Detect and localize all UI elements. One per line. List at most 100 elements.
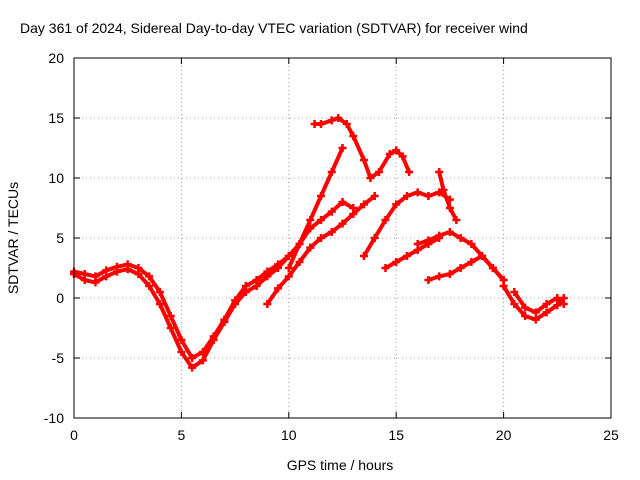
data-point [102, 266, 111, 275]
data-point [510, 300, 519, 308]
data-point [317, 216, 326, 224]
data-point [553, 294, 562, 302]
data-point [456, 264, 465, 272]
data-point [381, 216, 390, 224]
data-point [338, 144, 347, 152]
data-point [231, 296, 240, 305]
data-point [284, 264, 293, 272]
data-point [166, 312, 175, 320]
data-point [385, 150, 394, 158]
series-line-6 [362, 190, 452, 258]
data-point [188, 363, 197, 372]
data-point [220, 315, 229, 324]
data-point [531, 308, 540, 317]
data-point [209, 332, 218, 341]
data-point [327, 228, 336, 236]
data-point [370, 234, 379, 242]
data-point [284, 272, 293, 281]
data-point [166, 324, 175, 332]
data-point [177, 348, 186, 356]
data-point [452, 216, 461, 224]
data-point [424, 192, 433, 200]
data-point [334, 114, 343, 122]
data-point [435, 168, 444, 176]
data-point [456, 234, 465, 242]
data-point [91, 272, 100, 281]
data-point [435, 231, 444, 240]
series-line-3 [265, 194, 377, 306]
data-point [198, 356, 207, 365]
x-tick-label: 5 [178, 427, 186, 443]
data-point [317, 192, 326, 200]
data-point [284, 252, 293, 260]
y-tick-label: 0 [56, 290, 64, 306]
data-point [542, 300, 551, 308]
data-point [392, 200, 401, 209]
data-point [402, 192, 411, 200]
data-point [559, 300, 568, 308]
data-point [359, 200, 368, 209]
data-point [366, 174, 375, 182]
data-point [274, 260, 283, 269]
data-point [359, 252, 368, 260]
data-point [413, 240, 422, 248]
data-point [445, 228, 454, 236]
data-point [435, 188, 444, 197]
data-point [145, 272, 154, 281]
data-point [521, 312, 530, 320]
x-tick-label: 25 [603, 427, 619, 443]
data-point [317, 120, 326, 128]
series-line-4 [286, 146, 345, 270]
data-point [338, 219, 347, 228]
data-point [392, 146, 401, 155]
y-tick-label: 5 [56, 230, 64, 246]
data-point [327, 168, 336, 176]
data-point [499, 282, 508, 290]
data-point [467, 258, 476, 266]
data-point [398, 152, 407, 161]
data-point [317, 234, 326, 242]
data-point [478, 252, 487, 260]
y-tick-label: -10 [44, 410, 64, 426]
data-point [134, 264, 143, 272]
data-point [381, 264, 390, 272]
data-point [359, 156, 368, 164]
data-point [155, 300, 164, 308]
x-tick-label: 10 [281, 427, 297, 443]
data-point [349, 132, 358, 140]
data-point [145, 282, 154, 290]
data-point [263, 300, 272, 308]
data-point [306, 216, 315, 224]
data-point [123, 260, 132, 269]
data-point [188, 354, 197, 362]
data-point [424, 276, 433, 284]
y-tick-label: 15 [48, 110, 64, 126]
data-point [439, 186, 448, 194]
data-point [405, 168, 414, 176]
data-point [370, 192, 379, 200]
data-point [445, 204, 454, 212]
data-point [263, 267, 272, 276]
data-point [521, 303, 530, 312]
data-point [413, 188, 422, 197]
data-point [424, 236, 433, 245]
data-series-group [70, 114, 568, 372]
data-point [392, 258, 401, 266]
data-point [327, 207, 336, 216]
data-point [435, 272, 444, 281]
y-tick-label: 20 [48, 50, 64, 66]
data-point [327, 116, 336, 125]
data-point [241, 282, 250, 290]
data-point [349, 210, 358, 218]
data-point [542, 308, 551, 317]
data-point [488, 264, 497, 272]
x-tick-label: 15 [388, 427, 404, 443]
data-point [177, 336, 186, 344]
data-point [342, 120, 351, 128]
data-point [306, 243, 315, 252]
data-point [467, 240, 476, 248]
data-point [375, 168, 384, 176]
x-tick-label: 0 [70, 427, 78, 443]
data-point [510, 288, 519, 296]
